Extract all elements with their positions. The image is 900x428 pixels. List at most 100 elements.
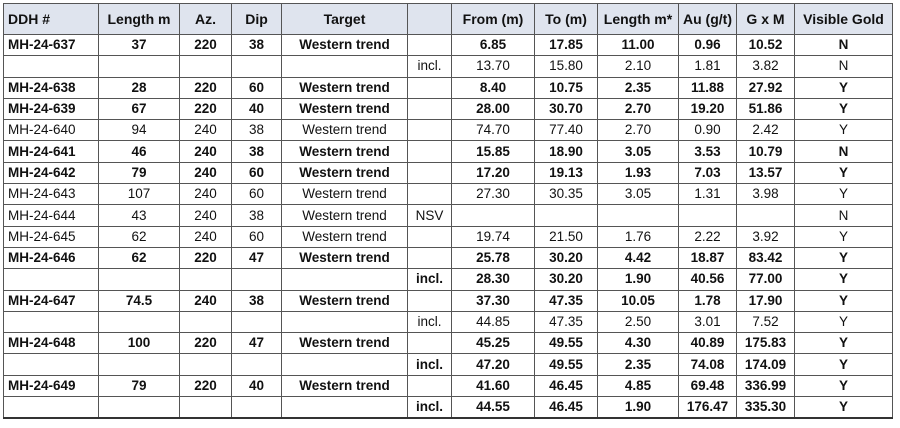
cell-ddh: MH-24-640 bbox=[3, 119, 99, 142]
cell-visible-gold: Y bbox=[793, 246, 893, 270]
cell-from bbox=[451, 204, 535, 227]
cell-dip: 60 bbox=[231, 76, 282, 99]
cell-dip: 40 bbox=[231, 374, 282, 398]
cell-to: 19.13 bbox=[534, 161, 598, 185]
cell-visible-gold: N bbox=[793, 204, 893, 227]
cell-to: 46.45 bbox=[534, 396, 598, 420]
cell-azimuth: 240 bbox=[179, 183, 232, 206]
cell-dip bbox=[231, 268, 282, 291]
cell-from: 45.25 bbox=[451, 332, 535, 355]
cell-length: 28 bbox=[98, 76, 180, 99]
cell-au: 1.81 bbox=[678, 55, 737, 78]
cell-incl bbox=[407, 140, 452, 163]
cell-gxm: 7.52 bbox=[735, 310, 795, 334]
cell-to: 10.75 bbox=[534, 76, 598, 99]
cell-azimuth: 240 bbox=[179, 140, 232, 163]
cell-dip: 38 bbox=[231, 33, 282, 57]
cell-visible-gold: Y bbox=[793, 225, 893, 248]
cell-incl bbox=[407, 33, 452, 57]
cell-visible-gold: Y bbox=[793, 76, 893, 99]
cell-to: 18.90 bbox=[534, 140, 598, 163]
cell-to: 47.35 bbox=[534, 310, 598, 334]
cell-dip: 60 bbox=[231, 161, 282, 185]
cell-lenstar: 1.76 bbox=[597, 225, 679, 248]
cell-dip: 38 bbox=[231, 140, 282, 163]
cell-to: 30.35 bbox=[534, 183, 598, 206]
cell-gxm: 175.83 bbox=[735, 332, 795, 355]
cell-visible-gold: Y bbox=[793, 161, 893, 185]
table-row: MH-24-643 107 240 60 Western trend 27.30 30.35… bbox=[3, 183, 893, 206]
cell-dip: 38 bbox=[231, 204, 282, 227]
table-row: MH-24-648 100 220 47 Western trend 45.25 49.55… bbox=[3, 332, 893, 355]
cell-target bbox=[281, 310, 408, 334]
cell-from: 6.85 bbox=[451, 33, 535, 57]
cell-gxm: 174.09 bbox=[735, 353, 795, 376]
cell-au: 176.47 bbox=[678, 396, 737, 420]
cell-visible-gold: N bbox=[793, 140, 893, 163]
cell-dip: 38 bbox=[231, 289, 282, 312]
cell-lenstar: 3.05 bbox=[597, 183, 679, 206]
cell-lenstar: 1.90 bbox=[597, 268, 679, 291]
cell-length: 43 bbox=[98, 204, 180, 227]
cell-lenstar: 10.05 bbox=[597, 289, 679, 312]
cell-azimuth: 240 bbox=[179, 289, 232, 312]
cell-target: Western trend bbox=[281, 374, 408, 398]
cell-target: Western trend bbox=[281, 225, 408, 248]
cell-au: 2.22 bbox=[678, 225, 737, 248]
cell-length: 46 bbox=[98, 140, 180, 163]
cell-target bbox=[281, 268, 408, 291]
cell-azimuth: 240 bbox=[179, 204, 232, 227]
cell-azimuth bbox=[179, 396, 232, 420]
cell-to: 47.35 bbox=[534, 289, 598, 312]
cell-to bbox=[534, 204, 598, 227]
table-row: incl. 47.20 49.55 2.35 74.08 174.09 Y bbox=[3, 353, 893, 376]
cell-gxm: 2.42 bbox=[735, 119, 795, 142]
cell-length: 37 bbox=[98, 33, 180, 57]
cell-azimuth: 240 bbox=[179, 119, 232, 142]
cell-to: 77.40 bbox=[534, 119, 598, 142]
table-row: MH-24-638 28 220 60 Western trend 8.40 10.75 2.… bbox=[3, 76, 893, 99]
table-row: MH-24-646 62 220 47 Western trend 25.78 30.20 4… bbox=[3, 246, 893, 270]
cell-incl bbox=[407, 76, 452, 99]
table-row: MH-24-644 43 240 38 Western trend NSV N bbox=[3, 204, 893, 227]
table-row: MH-24-649 79 220 40 Western trend 41.60 46.45 4… bbox=[3, 374, 893, 398]
cell-to: 49.55 bbox=[534, 353, 598, 376]
cell-to: 49.55 bbox=[534, 332, 598, 355]
cell-lenstar: 3.05 bbox=[597, 140, 679, 163]
cell-ddh: MH-24-646 bbox=[3, 246, 99, 270]
cell-length: 62 bbox=[98, 225, 180, 248]
cell-azimuth: 220 bbox=[179, 76, 232, 99]
cell-gxm: 13.57 bbox=[735, 161, 795, 185]
cell-from: 44.55 bbox=[451, 396, 535, 420]
table-row: MH-24-637 37 220 38 Western trend 6.85 17.85 11… bbox=[3, 33, 893, 57]
header-azimuth: Az. bbox=[179, 3, 232, 35]
table-row: MH-24-639 67 220 40 Western trend 28.00 30.70 2… bbox=[3, 97, 893, 121]
cell-au: 3.01 bbox=[678, 310, 737, 334]
cell-ddh: MH-24-638 bbox=[3, 76, 99, 99]
cell-au: 11.88 bbox=[678, 76, 737, 99]
cell-visible-gold: Y bbox=[793, 374, 893, 398]
cell-to: 46.45 bbox=[534, 374, 598, 398]
header-au: Au (g/t) bbox=[678, 3, 737, 35]
cell-target: Western trend bbox=[281, 204, 408, 227]
cell-azimuth bbox=[179, 55, 232, 78]
cell-visible-gold: N bbox=[793, 33, 893, 57]
cell-target bbox=[281, 55, 408, 78]
cell-gxm: 10.79 bbox=[735, 140, 795, 163]
cell-to: 21.50 bbox=[534, 225, 598, 248]
header-visible-gold: Visible Gold bbox=[793, 3, 893, 35]
cell-lenstar: 2.70 bbox=[597, 97, 679, 121]
cell-length bbox=[98, 353, 180, 376]
header-dip: Dip bbox=[231, 3, 282, 35]
cell-au: 69.48 bbox=[678, 374, 737, 398]
cell-ddh: MH-24-644 bbox=[3, 204, 99, 227]
cell-target: Western trend bbox=[281, 183, 408, 206]
cell-au: 18.87 bbox=[678, 246, 737, 270]
cell-au bbox=[678, 204, 737, 227]
cell-azimuth: 220 bbox=[179, 33, 232, 57]
table-row: incl. 13.70 15.80 2.10 1.81 3.82 N bbox=[3, 55, 893, 78]
cell-visible-gold: N bbox=[793, 55, 893, 78]
cell-target: Western trend bbox=[281, 97, 408, 121]
cell-ddh: MH-24-643 bbox=[3, 183, 99, 206]
cell-target: Western trend bbox=[281, 289, 408, 312]
